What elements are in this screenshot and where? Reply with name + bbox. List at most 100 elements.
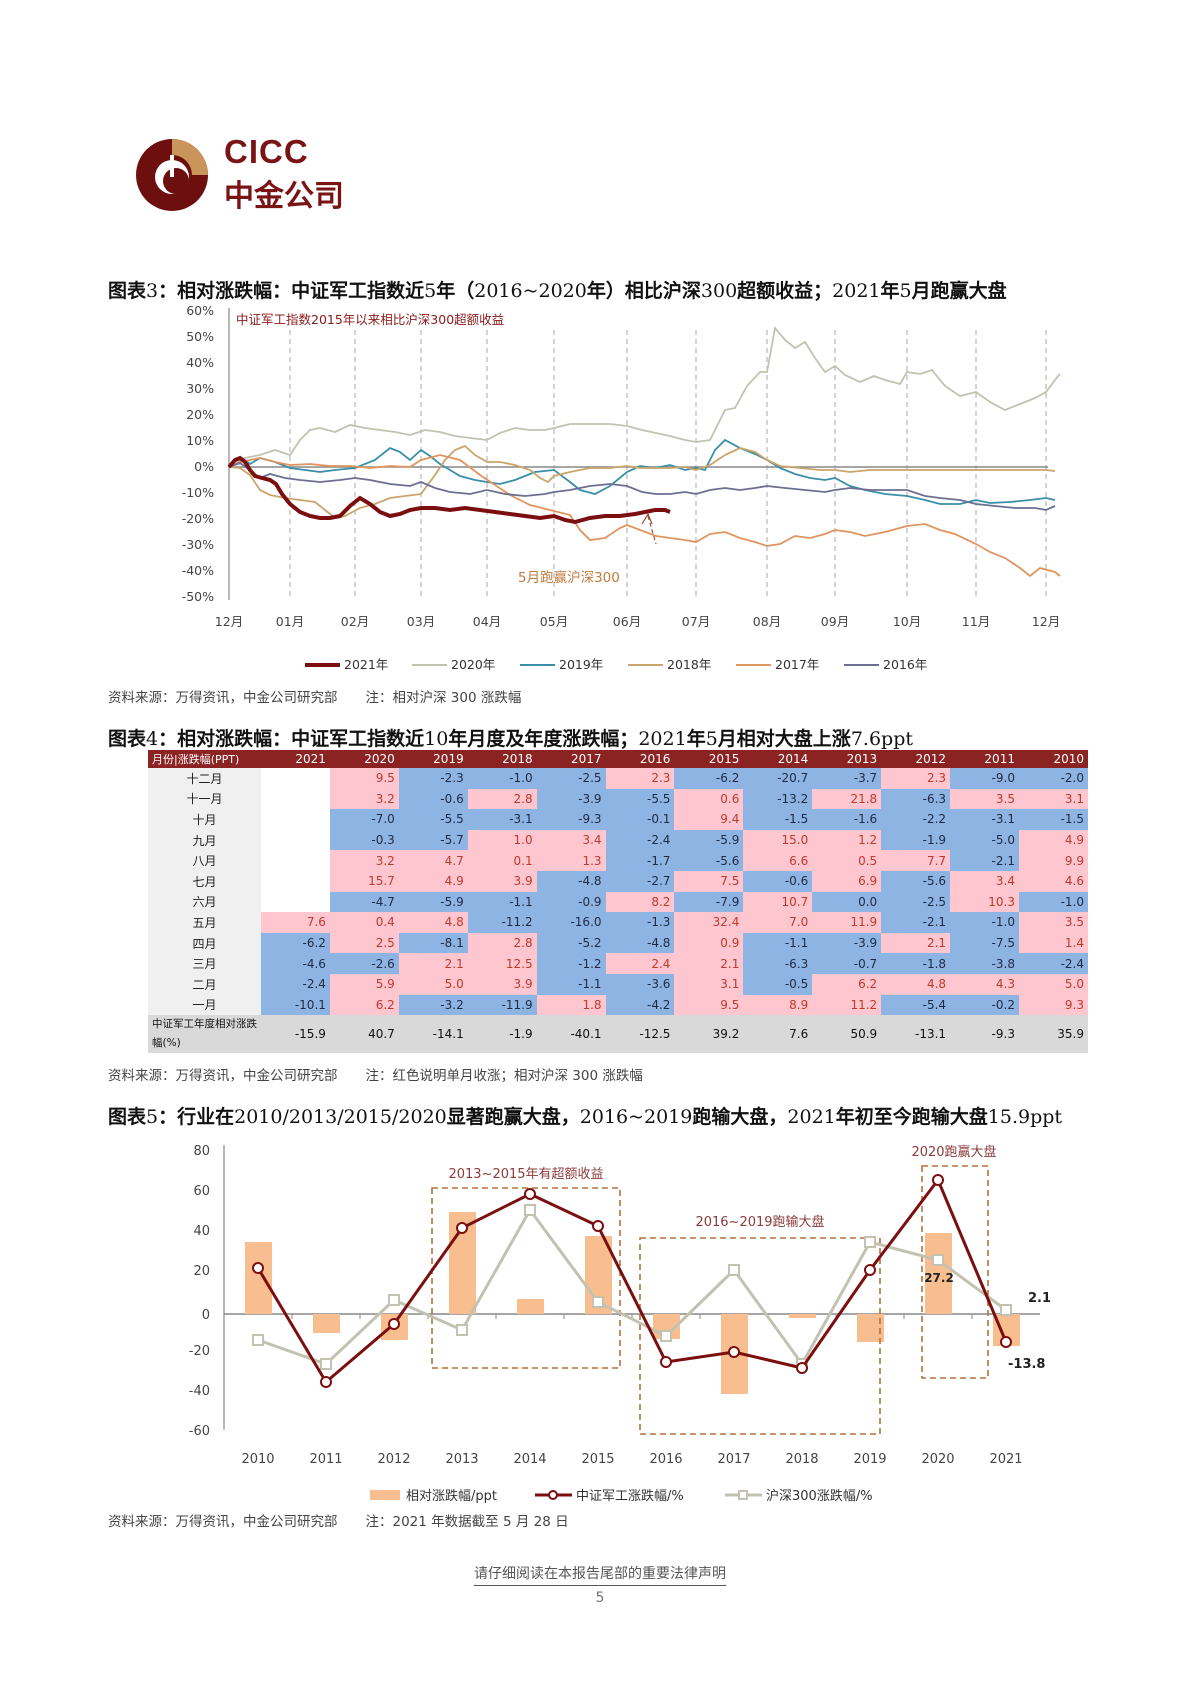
table-cell (261, 829, 330, 851)
table-cell: 1.3 (536, 850, 606, 871)
svg-text:60%: 60% (186, 303, 214, 318)
table-cell: -3.9 (812, 932, 882, 954)
table-cell: 3.4 (950, 870, 1019, 892)
table-cell: -1.5 (743, 809, 813, 830)
svg-text:02月: 02月 (341, 614, 369, 629)
svg-text:2011: 2011 (309, 1452, 342, 1467)
table-row: 一月 -10.1 6.2 -3.2 -11.9 1.8 -4.2 9.5 8.9 11.2 -5.4… (148, 994, 1088, 1016)
table-cell: -1.3 (605, 912, 675, 933)
table-cell: -9.0 (950, 768, 1019, 789)
svg-text:40%: 40% (186, 355, 214, 370)
table-cell: 9.5 (329, 768, 399, 789)
table-cell: 0.9 (674, 932, 744, 954)
table-cell: 4.6 (1018, 870, 1088, 892)
table-cell: -1.1 (467, 891, 537, 913)
fig3-line-chart: 60% 50% 40% 30% 20% 10% 0% -10% -20% -30… (182, 303, 1061, 672)
svg-text:30%: 30% (186, 381, 214, 396)
svg-text:-10%: -10% (182, 485, 214, 500)
label-27-2: 27.2 (924, 1271, 954, 1285)
month-label: 三月 (148, 953, 261, 974)
fig3-x-axis: 12月 01月 02月 03月 04月 05月 06月 07月 08月 09月 … (215, 614, 1060, 629)
table-cell: 3.4 (536, 829, 606, 851)
table-cell: -20.7 (743, 768, 813, 789)
table-cell (261, 891, 330, 913)
table-cell: 5.9 (329, 973, 399, 995)
table-cell: -0.7 (812, 953, 882, 974)
table-cell: 10.7 (743, 891, 813, 913)
table-row: 十一月 3.2 -0.6 2.8 -3.9 -5.5 0.6 -13.2 21.8 -6.3 3.5… (148, 788, 1088, 810)
table-cell: 1.0 (467, 829, 537, 851)
table-cell: -5.9 (674, 829, 744, 851)
table-cell: 9.5 (674, 994, 744, 1016)
svg-text:2016: 2016 (649, 1452, 682, 1467)
table-cell: -5.9 (398, 891, 468, 913)
table-cell: -0.3 (329, 829, 399, 851)
series-2017 (228, 454, 1061, 578)
legal-disclaimer: 请仔细阅读在本报告尾部的重要法律声明 (0, 1563, 1200, 1586)
table-row: 十二月 9.5 -2.3 -1.0 -2.5 2.3 -6.2 -20.7 -3.7 2.3 -9.… (148, 768, 1088, 789)
table-cell: 6.6 (743, 850, 813, 871)
fig5-combo-chart: 80 60 40 20 0 -20 -40 -60 (189, 1144, 1051, 1504)
table-cell: -1.1 (536, 973, 606, 995)
table-cell: 32.4 (674, 912, 744, 933)
table-cell: -5.6 (881, 870, 951, 892)
svg-text:04月: 04月 (473, 614, 501, 629)
table-cell: -5.6 (674, 850, 744, 871)
month-label: 六月 (148, 891, 261, 913)
table-cell: -0.9 (536, 891, 606, 913)
table-cell: 3.1 (1018, 788, 1088, 810)
table-row: 十月 -7.0 -5.5 -3.1 -9.3 -0.1 9.4 -1.5 -1.6 -2.2 -3.… (148, 809, 1088, 830)
svg-text:2012: 2012 (377, 1452, 410, 1467)
table-cell: 1.8 (536, 994, 606, 1016)
table-cell: 2.5 (329, 932, 399, 954)
svg-text:2013: 2013 (445, 1452, 478, 1467)
month-label: 七月 (148, 870, 261, 892)
annual-total-cell: -12.5 (605, 1015, 675, 1054)
annual-total-cell: -1.9 (467, 1015, 537, 1054)
table-cell: 11.2 (812, 994, 882, 1016)
table-cell: 3.9 (467, 973, 537, 995)
table-cell: 6.9 (812, 870, 882, 892)
month-label: 八月 (148, 850, 261, 871)
table-cell: 7.7 (881, 850, 951, 871)
month-label: 四月 (148, 932, 261, 954)
table-cell: 4.3 (950, 973, 1019, 995)
fig3-annotation: 5月跑赢沪深300 (518, 569, 620, 586)
table-cell: 0.6 (674, 788, 744, 810)
table-cell: 2.8 (467, 932, 537, 954)
table-cell: -6.2 (674, 768, 744, 789)
svg-text:08月: 08月 (753, 614, 781, 629)
table-cell: -4.8 (536, 870, 606, 892)
series-2016 (228, 461, 1056, 511)
fig5-x-axis: 2010 2011 2012 2013 2014 2015 2016 2017 … (241, 1452, 1022, 1467)
label-2-1: 2.1 (1028, 1291, 1051, 1306)
month-label: 九月 (148, 829, 261, 851)
table-cell: -2.0 (1018, 768, 1088, 789)
svg-text:80: 80 (193, 1144, 210, 1159)
fig3-source: 资料来源：万得资讯，中金公司研究部 注：相对沪深 300 涨跌幅 (108, 690, 522, 706)
series-2020 (228, 325, 1061, 468)
table-cell: 2.8 (467, 788, 537, 810)
fig3-inner-title: 中证军工指数2015年以来相比沪深300超额收益 (236, 312, 504, 327)
table-cell: -0.2 (950, 994, 1019, 1016)
svg-text:60: 60 (193, 1184, 210, 1199)
table-cell: -1.7 (605, 850, 675, 871)
fig4-heatmap-table: 月份|涨跌幅(PPT) 2021 2020 2019 2018 2017 201… (148, 750, 1088, 1054)
table-cell: -1.6 (812, 809, 882, 830)
table-cell: -8.1 (398, 932, 468, 954)
table-cell: 7.0 (743, 912, 813, 933)
fig5-bars (245, 1212, 1020, 1394)
table-cell: -5.2 (536, 932, 606, 954)
svg-text:2016~2019跑输大盘: 2016~2019跑输大盘 (695, 1214, 824, 1230)
svg-text:2018年: 2018年 (667, 657, 711, 672)
table-cell: -3.1 (467, 809, 537, 830)
fig3-legend: 2021年 2020年 2019年 2018年 2017年 2016年 (305, 657, 927, 672)
series-2021 (227, 455, 671, 525)
svg-text:2021: 2021 (989, 1452, 1022, 1467)
table-cell: -3.6 (605, 973, 675, 995)
fig5-hs300-line (257, 1207, 1007, 1367)
table-cell: 0.0 (812, 891, 882, 913)
fig3-y-axis: 60% 50% 40% 30% 20% 10% 0% -10% -20% -30… (182, 303, 214, 604)
table-cell: -4.2 (605, 994, 675, 1016)
table-cell: -2.3 (398, 768, 468, 789)
